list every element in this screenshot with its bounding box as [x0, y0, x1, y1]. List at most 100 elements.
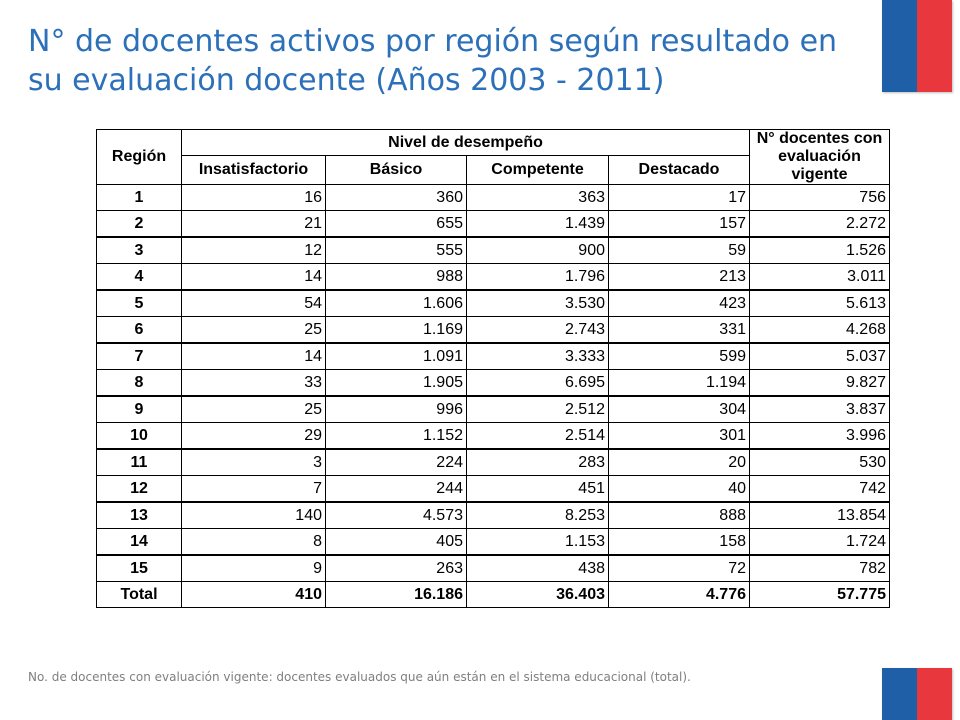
insatisfactorio-cell: 16 [181, 184, 326, 211]
insatisfactorio-cell: 54 [181, 289, 326, 317]
table-row: 4 14 988 1.796 213 3.011 [96, 263, 890, 291]
evaluacion-vigente-cell: 13.854 [749, 501, 890, 529]
competente-cell: 1.153 [466, 528, 609, 556]
region-cell: 5 [96, 289, 182, 317]
competente-cell: 2.514 [466, 422, 609, 450]
insatisfactorio-cell: 12 [181, 236, 326, 264]
evaluacion-vigente-cell: 3.011 [749, 263, 890, 291]
region-cell: 1 [96, 184, 182, 211]
insatisfactorio-cell: 29 [181, 422, 326, 450]
total-label: Total [96, 581, 182, 608]
destacado-header: Destacado [608, 155, 750, 185]
basico-cell: 1.091 [325, 342, 467, 370]
total-destacado: 4.776 [608, 581, 750, 608]
competente-cell: 8.253 [466, 501, 609, 529]
destacado-cell: 59 [608, 236, 750, 264]
region-cell: 11 [96, 448, 182, 476]
region-cell: 12 [96, 475, 182, 503]
competente-cell: 2.512 [466, 395, 609, 423]
destacado-cell: 599 [608, 342, 750, 370]
basico-cell: 555 [325, 236, 467, 264]
footnote: No. de docentes con evaluación vigente: … [28, 670, 691, 684]
destacado-cell: 17 [608, 184, 750, 211]
table-row: 7 14 1.091 3.333 599 5.037 [96, 342, 890, 370]
competente-cell: 2.743 [466, 316, 609, 344]
competente-cell: 3.530 [466, 289, 609, 317]
region-cell: 8 [96, 369, 182, 397]
basico-cell: 360 [325, 184, 467, 211]
table-row: 13 140 4.573 8.253 888 13.854 [96, 501, 890, 529]
evaluacion-vigente-cell: 5.037 [749, 342, 890, 370]
evaluacion-vigente-cell: 2.272 [749, 210, 890, 238]
slide-title: N° de docentes activos por región según … [28, 24, 838, 98]
insatisfactorio-cell: 14 [181, 342, 326, 370]
table-row: 3 12 555 900 59 1.526 [96, 236, 890, 264]
destacado-cell: 304 [608, 395, 750, 423]
region-cell: 7 [96, 342, 182, 370]
table-body: 1 16 360 363 17 756 2 21 655 1.439 157 2.272 3 12 555 9… [96, 184, 890, 582]
insatisfactorio-cell: 25 [181, 316, 326, 344]
table-row: 9 25 996 2.512 304 3.837 [96, 395, 890, 423]
basico-cell: 224 [325, 448, 467, 476]
flag-logo-top [882, 0, 952, 92]
basico-header: Básico [325, 155, 467, 185]
evaluacion-vigente-cell: 530 [749, 448, 890, 476]
region-header: Región [96, 129, 182, 185]
performance-level-header: Nivel de desempeño [181, 129, 750, 156]
insatisfactorio-cell: 8 [181, 528, 326, 556]
basico-cell: 1.606 [325, 289, 467, 317]
table-row: 14 8 405 1.153 158 1.724 [96, 528, 890, 556]
basico-cell: 244 [325, 475, 467, 503]
total-insatisfactorio: 410 [181, 581, 326, 608]
evaluacion-vigente-cell: 3.837 [749, 395, 890, 423]
flag-blue-stripe [882, 668, 917, 720]
insatisfactorio-cell: 9 [181, 554, 326, 582]
competente-cell: 1.796 [466, 263, 609, 291]
basico-cell: 996 [325, 395, 467, 423]
competente-cell: 1.439 [466, 210, 609, 238]
region-cell: 4 [96, 263, 182, 291]
competente-cell: 3.333 [466, 342, 609, 370]
table-row: 5 54 1.606 3.530 423 5.613 [96, 289, 890, 317]
competente-cell: 283 [466, 448, 609, 476]
competente-cell: 438 [466, 554, 609, 582]
basico-cell: 4.573 [325, 501, 467, 529]
total-basico: 16.186 [325, 581, 467, 608]
evaluacion-vigente-cell: 1.724 [749, 528, 890, 556]
flag-red-stripe [917, 0, 952, 92]
region-cell: 13 [96, 501, 182, 529]
insatisfactorio-cell: 3 [181, 448, 326, 476]
total-evaluacion-vigente: 57.775 [749, 581, 890, 608]
insatisfactorio-cell: 140 [181, 501, 326, 529]
insatisfactorio-cell: 33 [181, 369, 326, 397]
region-cell: 14 [96, 528, 182, 556]
table-row: 8 33 1.905 6.695 1.194 9.827 [96, 369, 890, 397]
region-cell: 9 [96, 395, 182, 423]
destacado-cell: 72 [608, 554, 750, 582]
basico-cell: 1.152 [325, 422, 467, 450]
table-row: 12 7 244 451 40 742 [96, 475, 890, 503]
competente-cell: 451 [466, 475, 609, 503]
basico-cell: 263 [325, 554, 467, 582]
insatisfactorio-cell: 7 [181, 475, 326, 503]
insatisfactorio-cell: 21 [181, 210, 326, 238]
destacado-cell: 331 [608, 316, 750, 344]
table-row: 15 9 263 438 72 782 [96, 554, 890, 582]
basico-cell: 405 [325, 528, 467, 556]
region-cell: 15 [96, 554, 182, 582]
region-cell: 3 [96, 236, 182, 264]
basico-cell: 988 [325, 263, 467, 291]
flag-blue-stripe [882, 0, 917, 92]
basico-cell: 1.905 [325, 369, 467, 397]
destacado-cell: 1.194 [608, 369, 750, 397]
current-evaluation-header: N° docentes con evaluación vigente [749, 129, 890, 185]
destacado-cell: 301 [608, 422, 750, 450]
insatisfactorio-cell: 14 [181, 263, 326, 291]
total-competente: 36.403 [466, 581, 609, 608]
flag-logo-bottom [882, 668, 952, 720]
total-row: Total 410 16.186 36.403 4.776 57.775 [96, 581, 890, 608]
evaluacion-vigente-cell: 756 [749, 184, 890, 211]
evaluacion-vigente-cell: 4.268 [749, 316, 890, 344]
destacado-cell: 158 [608, 528, 750, 556]
competente-cell: 363 [466, 184, 609, 211]
